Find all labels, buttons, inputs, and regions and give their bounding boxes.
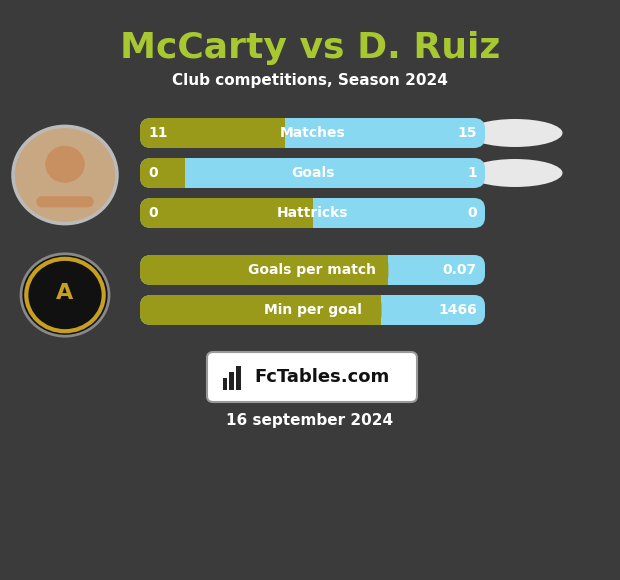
FancyBboxPatch shape	[236, 367, 241, 390]
Circle shape	[21, 254, 109, 336]
Text: McCarty vs D. Ruiz: McCarty vs D. Ruiz	[120, 31, 500, 65]
Text: 1: 1	[467, 166, 477, 180]
Text: 1466: 1466	[438, 303, 477, 317]
Text: Goals: Goals	[291, 166, 334, 180]
FancyBboxPatch shape	[223, 378, 228, 390]
Text: 0: 0	[467, 206, 477, 220]
FancyBboxPatch shape	[140, 118, 285, 148]
Text: 0.07: 0.07	[443, 263, 477, 277]
FancyBboxPatch shape	[296, 198, 312, 228]
FancyBboxPatch shape	[140, 158, 485, 188]
FancyBboxPatch shape	[140, 295, 381, 325]
FancyBboxPatch shape	[229, 372, 234, 390]
Text: 0: 0	[148, 206, 157, 220]
Text: 0: 0	[148, 166, 157, 180]
Circle shape	[13, 126, 117, 224]
FancyBboxPatch shape	[140, 255, 485, 285]
FancyBboxPatch shape	[268, 118, 285, 148]
Text: Matches: Matches	[280, 126, 345, 140]
Text: Min per goal: Min per goal	[264, 303, 361, 317]
Text: Hattricks: Hattricks	[277, 206, 348, 220]
Text: 15: 15	[458, 126, 477, 140]
FancyBboxPatch shape	[140, 255, 388, 285]
Text: 11: 11	[148, 126, 167, 140]
FancyBboxPatch shape	[371, 255, 388, 285]
FancyBboxPatch shape	[140, 118, 485, 148]
Text: A: A	[56, 283, 74, 303]
Circle shape	[45, 146, 85, 183]
FancyBboxPatch shape	[140, 198, 485, 228]
Ellipse shape	[467, 159, 562, 187]
FancyBboxPatch shape	[207, 352, 417, 402]
Text: FcTables.com: FcTables.com	[255, 368, 390, 386]
Text: 16 september 2024: 16 september 2024	[226, 412, 394, 427]
FancyBboxPatch shape	[140, 158, 185, 188]
FancyBboxPatch shape	[365, 295, 381, 325]
Text: Club competitions, Season 2024: Club competitions, Season 2024	[172, 72, 448, 88]
Text: Goals per match: Goals per match	[249, 263, 376, 277]
FancyBboxPatch shape	[168, 158, 185, 188]
Ellipse shape	[467, 119, 562, 147]
FancyBboxPatch shape	[140, 198, 312, 228]
FancyBboxPatch shape	[140, 295, 485, 325]
